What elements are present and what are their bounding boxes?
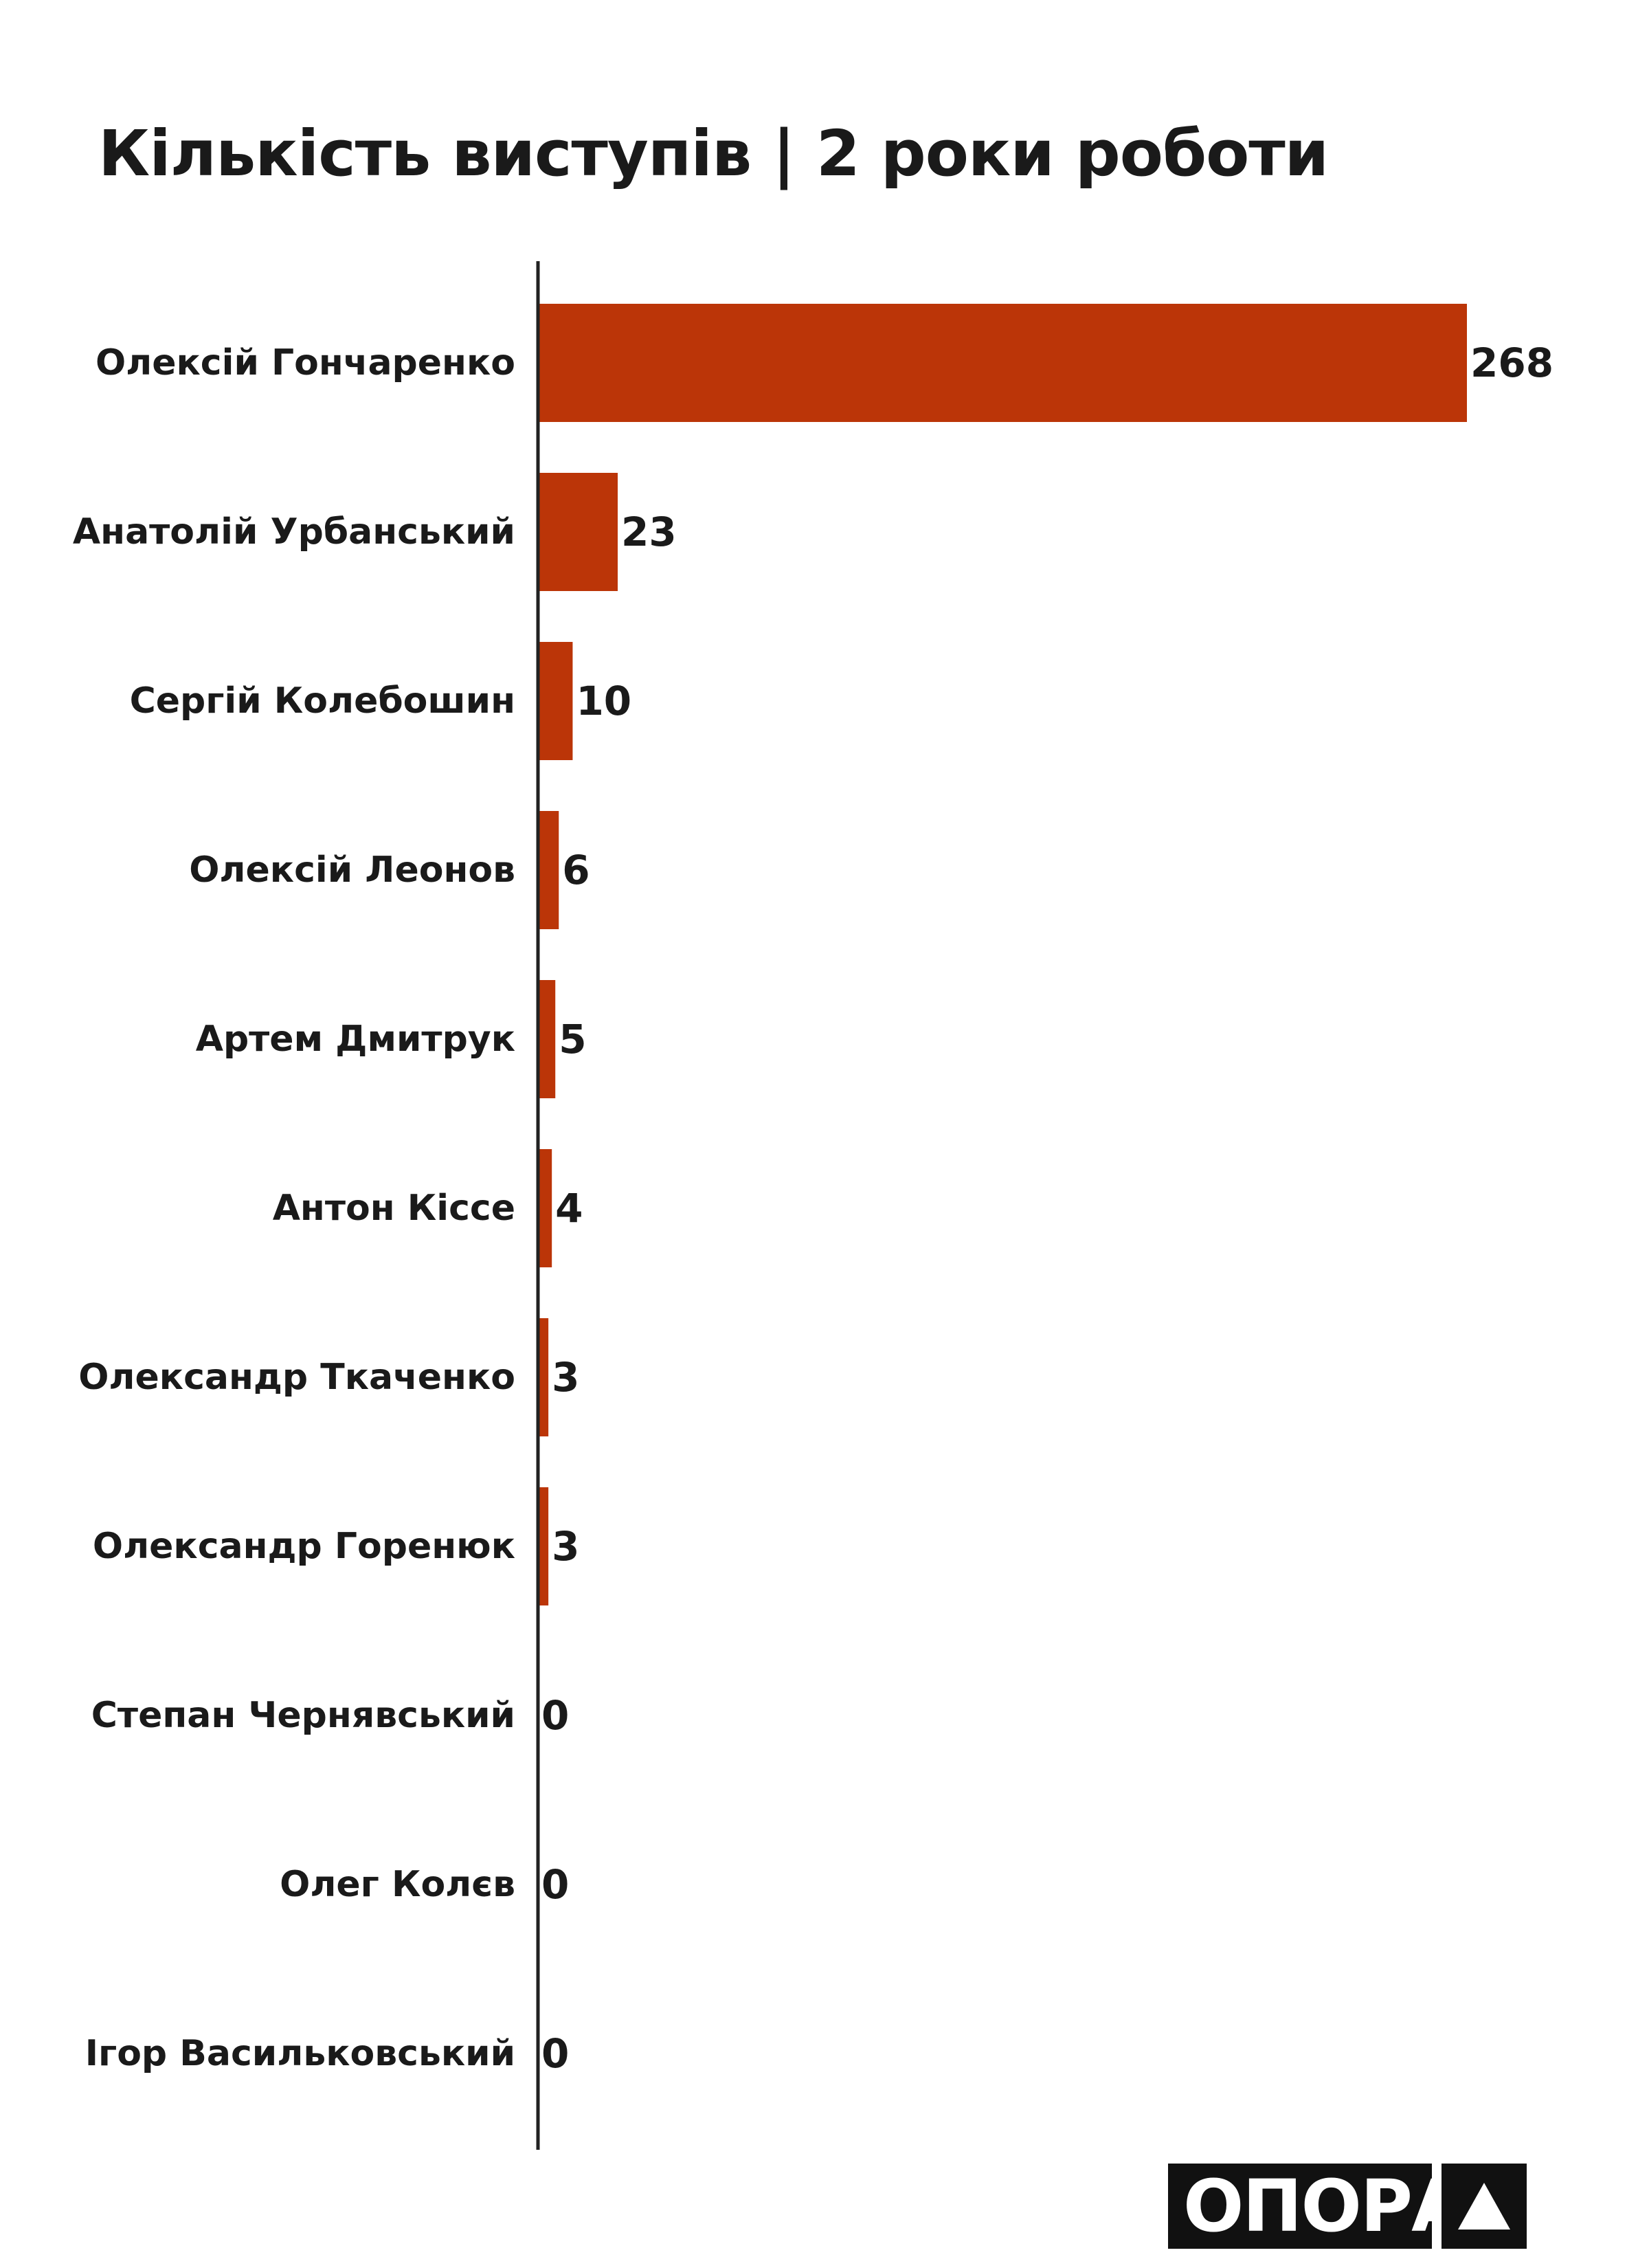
- category-label: Антон Кіссе: [273, 1188, 515, 1229]
- category-label: Артем Дмитрук: [196, 1019, 515, 1060]
- value-label: 23: [621, 509, 677, 555]
- bar: [538, 1487, 549, 1605]
- bar: [538, 473, 618, 591]
- value-label: 4: [555, 1185, 583, 1232]
- bar: [538, 304, 1467, 422]
- triangle-icon: [1442, 2164, 1527, 2249]
- category-label: Олексій Леонов: [189, 849, 515, 891]
- bar: [538, 1149, 552, 1267]
- category-label: Олександр Ткаченко: [78, 1357, 515, 1398]
- category-label: Олексій Гончаренко: [96, 342, 515, 383]
- bar: [538, 1318, 549, 1436]
- category-label: Олег Колєв: [280, 1864, 515, 1905]
- bar: [538, 642, 573, 760]
- value-label: 6: [562, 847, 590, 893]
- category-label: Ігор Васильковський: [85, 2033, 515, 2074]
- value-label: 3: [552, 1523, 579, 1570]
- value-label: 0: [541, 2030, 569, 2077]
- value-label: 268: [1470, 340, 1553, 386]
- chart-title: Кількість виступів | 2 роки роботи: [98, 117, 1329, 190]
- category-label: Степан Чернявський: [91, 1695, 515, 1736]
- value-label: 3: [552, 1354, 579, 1401]
- bar: [538, 811, 559, 929]
- category-labels: Олексій Гончаренко Анатолій Урбанський Сер…: [73, 342, 515, 2074]
- value-label: 0: [541, 1692, 569, 1739]
- value-label: 0: [541, 1861, 569, 1908]
- bars: [538, 304, 1467, 1605]
- logo-text: ОПОРА: [1168, 2164, 1467, 2249]
- value-labels: 268 23 10 6 5 4 3 3 0 0 0: [541, 340, 1553, 2077]
- category-label: Сергій Колебошин: [130, 680, 515, 722]
- bar: [538, 980, 556, 1098]
- category-label: Олександр Горенюк: [93, 1526, 515, 1567]
- value-label: 5: [559, 1016, 586, 1063]
- value-label: 10: [576, 678, 631, 724]
- category-label: Анатолій Урбанський: [73, 511, 515, 553]
- opora-logo: ОПОРА: [1168, 2164, 1527, 2249]
